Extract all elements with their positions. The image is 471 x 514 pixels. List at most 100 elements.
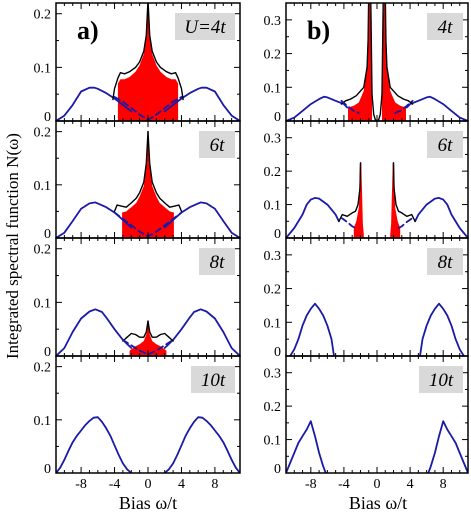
panel-3: 0 0.1 0.2 6t [34, 120, 241, 242]
u-label-badge [199, 248, 235, 275]
x-tick-label: 4 [407, 477, 414, 492]
y-tick-label: 0 [274, 110, 281, 125]
y-tick-label: 0 [44, 345, 51, 360]
panels-group: 0 0.1 0.2 a) U=4t 0 0.1 0.2 0.3 b) 4t 0 0.1 0.2 6t 0 0.1… [34, 2, 469, 492]
panel-label: b) [307, 16, 330, 45]
series-line-1 [56, 308, 133, 356]
series-line-2 [163, 86, 240, 121]
u-label: 6t [438, 135, 454, 156]
y-tick-label: 0 [44, 110, 51, 125]
u-label: 6t [210, 135, 226, 156]
x-tick-label: 4 [178, 477, 185, 492]
x-axis-label-right: Bias ω/t [349, 493, 407, 513]
series-line-1 [56, 201, 133, 238]
x-tick-label: 0 [374, 477, 381, 492]
series-line-6 [340, 99, 360, 114]
x-tick-label: -4 [338, 477, 350, 492]
u-label-badge [191, 366, 235, 393]
y-tick-label: 0.3 [264, 367, 282, 382]
y-tick-label: 0.1 [34, 414, 52, 429]
panel-7: 0 0.1 0.2 -8 -4 0 4 8 10t [34, 355, 241, 492]
u-label-badge [427, 248, 463, 275]
series-line-4 [370, 3, 384, 121]
x-tick-label: -8 [305, 477, 317, 492]
plot-area [289, 302, 465, 356]
series-line-5 [340, 216, 357, 229]
plot-area [56, 308, 240, 356]
panel-1: 0 0.1 0.2 a) U=4t [34, 2, 241, 125]
series-line-5 [384, 3, 414, 105]
u-label: 10t [429, 370, 454, 391]
y-tick-label: 0 [44, 227, 51, 242]
series-line-2 [405, 95, 468, 121]
y-tick-label: 0.1 [34, 61, 52, 76]
filled-area-1 [353, 162, 364, 238]
series-line-6 [397, 216, 414, 229]
series-line-1 [56, 416, 133, 473]
y-tick-label: 0 [274, 462, 281, 477]
series-line-3 [338, 162, 362, 223]
x-axis-label-left: Bias ω/t [119, 493, 177, 513]
filled-area-1 [129, 323, 167, 356]
series-line-7 [394, 99, 414, 114]
series-line-3 [112, 3, 149, 101]
filled-area-2 [390, 162, 401, 238]
series-line-4 [147, 130, 183, 213]
plot-area [286, 3, 468, 121]
series-line-2 [163, 308, 240, 356]
x-tick-label: 8 [211, 477, 218, 492]
filled-area-1 [122, 131, 174, 238]
y-tick-label: 0.2 [264, 283, 282, 298]
x-tick-label: 8 [440, 477, 447, 492]
series-line-1 [286, 420, 327, 473]
y-tick-label: 0.2 [34, 126, 52, 141]
filled-area-2 [382, 3, 406, 121]
y-tick-label: 0 [274, 227, 281, 242]
y-tick-label: 0.2 [264, 400, 282, 415]
series-line-4 [147, 320, 174, 342]
panel-5: 0 0.1 0.2 8t [34, 237, 241, 360]
series-line-1 [289, 302, 335, 356]
y-tick-label: 0.2 [34, 243, 52, 258]
x-tick-label: -4 [109, 477, 121, 492]
series-line-1 [56, 86, 133, 121]
u-label: U=4t [184, 17, 226, 38]
y-tick-label: 0.1 [264, 316, 282, 331]
y-tick-label: 0.2 [34, 8, 52, 23]
u-label: 8t [438, 252, 454, 273]
panel-4: 0 0.1 0.2 0.3 6t [264, 120, 469, 242]
y-tick-label: 0.3 [264, 249, 282, 264]
plot-area [56, 416, 240, 473]
y-tick-label: 0.1 [264, 81, 282, 96]
x-tick-label: 0 [145, 477, 152, 492]
u-label: 4t [438, 17, 454, 38]
filled-area-1 [117, 3, 179, 121]
series-line-3 [113, 130, 149, 213]
y-tick-label: 0 [274, 345, 281, 360]
series-line-3 [340, 3, 370, 105]
y-axis-label: Integrated spectral function N(ω) [3, 133, 22, 359]
series-line-2 [419, 302, 465, 356]
u-label-badge [419, 366, 463, 393]
series-line-2 [163, 416, 240, 473]
u-label: 8t [210, 252, 226, 273]
y-tick-label: 0.2 [264, 165, 282, 180]
plot-area [286, 162, 468, 238]
series-line-1 [286, 196, 340, 238]
y-tick-label: 0.3 [264, 132, 282, 147]
series-line-1 [286, 95, 349, 121]
series-line-2 [414, 196, 468, 238]
y-tick-label: 0.2 [34, 361, 52, 376]
series-line-2 [163, 201, 240, 238]
u-label-badge [427, 131, 463, 158]
plot-area [286, 420, 468, 473]
panel-2: 0 0.1 0.2 0.3 b) 4t [264, 2, 469, 125]
y-tick-label: 0.2 [264, 48, 282, 63]
series-line-4 [147, 3, 184, 101]
series-line-4 [392, 162, 416, 223]
y-tick-label: 0.1 [264, 199, 282, 214]
series-line-5 [122, 338, 175, 356]
panel-8: 0 0.1 0.2 0.3 -8 -4 0 4 8 10t [264, 355, 469, 492]
y-tick-label: 0.1 [34, 179, 52, 194]
panel-6: 0 0.1 0.2 0.3 8t [264, 237, 469, 360]
